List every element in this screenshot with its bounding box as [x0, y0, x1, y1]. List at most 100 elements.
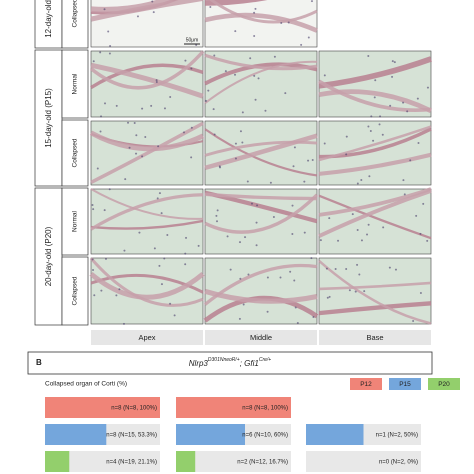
nucleus — [234, 142, 237, 145]
histology-image — [89, 120, 205, 186]
value-label: n=8 (N=15, 53.3%) — [106, 433, 157, 439]
tissue — [318, 194, 432, 240]
nucleus — [141, 107, 144, 110]
nucleus — [293, 279, 296, 282]
tissue — [204, 12, 318, 33]
group-label: 15-day-old (P15) — [44, 88, 53, 148]
nucleus — [185, 236, 188, 239]
nucleus — [291, 233, 294, 236]
gene: ; Gfi1 — [240, 359, 259, 368]
column-label: Apex — [138, 333, 155, 342]
nucleus — [292, 165, 295, 168]
nucleus — [370, 115, 373, 118]
nucleus — [135, 152, 138, 155]
nucleus — [257, 77, 260, 80]
nucleus — [300, 43, 303, 46]
nucleus — [242, 303, 245, 306]
column-label: Base — [366, 333, 383, 342]
histology-image — [204, 0, 318, 48]
nucleus — [128, 146, 131, 149]
nucleus — [234, 157, 237, 160]
column-header — [205, 330, 317, 345]
histology-image — [90, 188, 204, 255]
tissue — [318, 259, 432, 325]
row-box — [61, 49, 89, 119]
tissue — [318, 301, 432, 316]
nucleus — [157, 145, 160, 148]
nucleus — [279, 276, 282, 279]
row-label: Collapsed — [72, 276, 79, 305]
tissue — [318, 187, 432, 217]
nucleus — [326, 296, 329, 299]
column-header — [319, 330, 431, 345]
nucleus — [124, 178, 127, 181]
nucleus — [103, 209, 106, 212]
nucleus — [99, 51, 102, 54]
nucleus — [328, 295, 331, 298]
nucleus — [337, 239, 340, 242]
nucleus — [356, 182, 359, 185]
row-label: Normal — [72, 210, 79, 232]
tissue — [318, 56, 432, 89]
nucleus — [141, 155, 144, 158]
nucleus — [241, 141, 244, 144]
nucleus — [293, 146, 296, 149]
nucleus — [388, 266, 391, 269]
nucleus — [136, 15, 139, 18]
nucleus — [100, 289, 103, 292]
nucleus — [163, 257, 166, 260]
bar-track — [306, 451, 421, 472]
nucleus — [169, 302, 172, 305]
nucleus — [255, 221, 258, 224]
bar — [45, 397, 160, 418]
nucleus — [328, 217, 331, 220]
nucleus — [158, 264, 161, 267]
legend-label: P12 — [360, 381, 372, 388]
tissue — [90, 219, 204, 230]
nucleus — [280, 21, 283, 24]
allele: D301NneoR/+ — [208, 357, 240, 363]
nucleus — [382, 226, 385, 229]
genotype: Nlrp3D301NneoR/+; Gfi1Cre/+ — [189, 357, 272, 368]
allele: Cre/+ — [259, 357, 271, 363]
nucleus — [373, 96, 376, 99]
nucleus — [381, 133, 384, 136]
nucleus — [319, 239, 322, 242]
nucleus — [99, 130, 102, 133]
nucleus — [207, 89, 210, 92]
nucleus — [360, 179, 363, 182]
nucleus — [250, 202, 253, 205]
bar — [306, 424, 364, 445]
image-bg — [90, 50, 204, 118]
tissue — [90, 62, 204, 99]
nucleus — [254, 7, 257, 10]
histology-image — [89, 257, 205, 325]
histology-image — [204, 120, 318, 186]
image-bg — [318, 257, 432, 325]
nucleus — [127, 121, 130, 124]
tissue — [204, 53, 318, 71]
legend-label: P20 — [438, 381, 450, 388]
tissue — [90, 0, 204, 22]
histology-image — [318, 120, 432, 186]
nucleus — [108, 52, 111, 55]
nucleus — [378, 123, 381, 126]
panel-b-header — [27, 351, 433, 375]
nucleus — [374, 79, 377, 82]
nucleus — [368, 175, 371, 178]
nucleus — [284, 92, 287, 95]
nucleus — [325, 267, 328, 270]
value-label: n=1 (N=2, 50%) — [376, 433, 418, 439]
nucleus — [412, 319, 415, 322]
nucleus — [103, 8, 106, 11]
nucleus — [133, 122, 136, 125]
nucleus — [409, 159, 412, 162]
nucleus — [310, 257, 313, 260]
nucleus — [160, 212, 163, 215]
nucleus — [389, 104, 392, 107]
nucleus — [356, 228, 359, 231]
histology-image — [89, 50, 205, 118]
nucleus — [239, 130, 242, 133]
nucleus — [155, 79, 158, 82]
